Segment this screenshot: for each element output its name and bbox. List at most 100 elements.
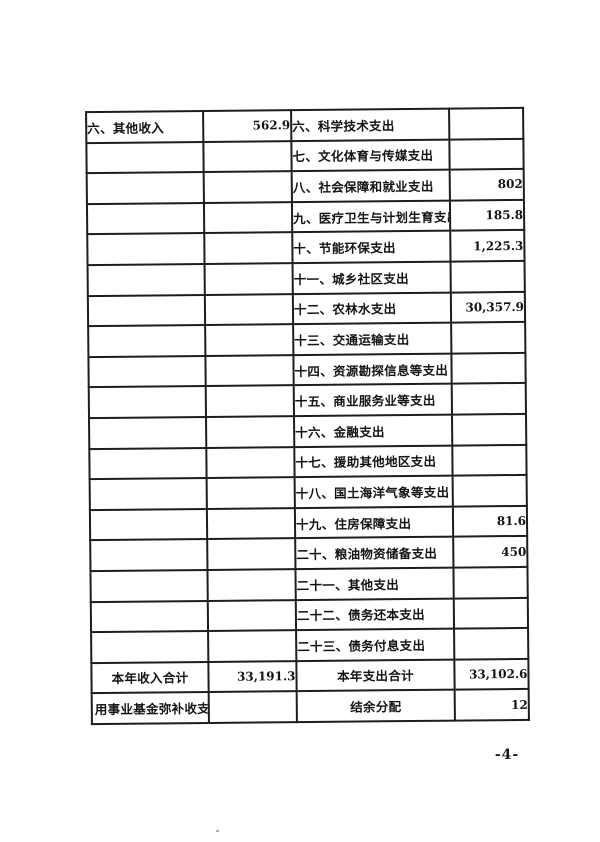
income-value-cell bbox=[206, 507, 296, 540]
expense-value-cell bbox=[451, 322, 526, 354]
expense-value-cell bbox=[450, 260, 525, 293]
fund-offset-label-cell: 用事业基金弥补收支 bbox=[91, 692, 209, 724]
table-row: 二十一、其他支出 bbox=[90, 566, 528, 602]
income-value-cell bbox=[206, 477, 295, 509]
table-row: 十五、商业服务业等支出 bbox=[88, 383, 526, 419]
expense-value-cell bbox=[452, 444, 527, 476]
expense-total-label-cell: 本年支出合计 bbox=[296, 659, 455, 692]
expense-value-cell bbox=[449, 138, 524, 170]
table-row: 十八、国土海洋气象等支出 bbox=[89, 475, 527, 510]
income-label-cell bbox=[90, 539, 208, 571]
surplus-distribution-value-cell: 12 bbox=[454, 689, 529, 721]
expense-label-cell: 二十一、其他支出 bbox=[295, 567, 454, 600]
income-value-cell bbox=[203, 171, 292, 203]
table-row: 十七、援助其他地区支出 bbox=[89, 444, 527, 480]
expense-label-cell: 十二、农林水支出 bbox=[292, 292, 452, 325]
expense-label-cell: 十六、金融支出 bbox=[294, 414, 453, 447]
income-label-cell bbox=[86, 172, 204, 204]
income-value-cell bbox=[205, 354, 294, 387]
income-label-cell: 六、其他收入 bbox=[86, 110, 204, 143]
table-row: 七、文化体育与传媒支出 bbox=[86, 138, 524, 174]
income-label-cell bbox=[91, 631, 209, 663]
expense-label-cell: 十、节能环保支出 bbox=[292, 230, 451, 264]
expense-label-cell: 十七、援助其他地区支出 bbox=[294, 445, 453, 478]
income-label-cell bbox=[89, 447, 207, 480]
expense-label-cell: 九、医疗卫生与计划生育支出 bbox=[291, 200, 451, 233]
table-row: 十四、资源勘探信息等支出 bbox=[88, 352, 526, 388]
income-value-cell bbox=[204, 293, 294, 326]
expense-label-cell: 二十二、债务还本支出 bbox=[295, 598, 455, 631]
expense-label-cell: 十一、城乡社区支出 bbox=[292, 261, 451, 294]
income-value-cell bbox=[206, 446, 295, 479]
page-number: -4- bbox=[494, 747, 520, 763]
expense-value-cell bbox=[453, 566, 528, 599]
fund-offset-value-cell bbox=[208, 691, 297, 723]
income-value-cell bbox=[203, 140, 292, 173]
expense-value-cell bbox=[451, 413, 527, 446]
table-row: 十一、城乡社区支出 bbox=[87, 260, 525, 296]
table-row: 十三、交通运输支出 bbox=[88, 322, 526, 357]
income-value-cell bbox=[208, 630, 297, 662]
scan-noise-dot bbox=[216, 830, 219, 832]
income-label-cell bbox=[90, 569, 208, 602]
income-label-cell bbox=[87, 294, 206, 327]
table-row: 十、节能环保支出 1,225.3 bbox=[87, 230, 525, 266]
table-row: 九、医疗卫生与计划生育支出 185.8 bbox=[86, 199, 525, 235]
surplus-distribution-label-cell: 结余分配 bbox=[296, 689, 455, 722]
income-label-cell bbox=[89, 508, 208, 541]
expense-value-cell bbox=[449, 107, 524, 140]
income-label-cell bbox=[90, 600, 209, 633]
table-row: 八、社会保障和就业支出 802 bbox=[86, 169, 524, 204]
expense-total-value-cell: 33,102.6 bbox=[454, 658, 529, 690]
expense-value-cell bbox=[452, 475, 527, 507]
income-label-cell bbox=[88, 325, 206, 357]
table-row: 二十二、债务还本支出 bbox=[90, 597, 529, 633]
income-value-cell bbox=[204, 232, 293, 264]
income-value-cell bbox=[206, 416, 295, 448]
expense-value-cell: 30,357.9 bbox=[450, 291, 526, 323]
expense-label-cell: 二十三、债务付息支出 bbox=[296, 628, 455, 661]
income-label-cell bbox=[89, 416, 207, 449]
income-total-value-cell: 33,191.3 bbox=[208, 660, 297, 693]
expense-value-cell bbox=[451, 383, 526, 415]
expense-label-cell: 十四、资源勘探信息等支出 bbox=[293, 353, 452, 386]
table-row: 二十、粮油物资储备支出 450 bbox=[90, 536, 528, 571]
table-row-income-total: 本年收入合计 33,191.3 本年支出合计 33,102.6 bbox=[91, 658, 529, 694]
income-value-cell bbox=[205, 385, 295, 417]
expense-label-cell: 十五、商业服务业等支出 bbox=[293, 383, 452, 417]
expense-label-cell: 十九、住房保障支出 bbox=[294, 506, 454, 539]
table-row-fund-offset: 用事业基金弥补收支 结余分配 12 bbox=[91, 689, 529, 724]
income-label-cell bbox=[86, 202, 205, 235]
income-label-cell bbox=[88, 355, 206, 388]
income-total-label-cell: 本年收入合计 bbox=[91, 661, 209, 694]
table-row: 十二、农林水支出 30,357.9 bbox=[87, 291, 526, 327]
income-label-cell bbox=[87, 263, 205, 296]
income-label-cell bbox=[89, 478, 207, 510]
income-label-cell bbox=[88, 386, 207, 419]
income-label-cell bbox=[86, 141, 204, 174]
expense-label-cell: 六、科学技术支出 bbox=[291, 108, 450, 141]
expense-value-cell: 802 bbox=[449, 169, 524, 201]
income-label-cell bbox=[87, 233, 205, 266]
expense-value-cell: 185.8 bbox=[449, 199, 525, 231]
income-value-cell bbox=[207, 599, 297, 632]
expense-label-cell: 七、文化体育与传媒支出 bbox=[291, 139, 450, 172]
table-row: 十六、金融支出 bbox=[89, 413, 527, 449]
expense-value-cell bbox=[451, 352, 526, 384]
income-value-cell bbox=[207, 538, 296, 570]
expense-value-cell bbox=[453, 597, 529, 629]
income-value-cell: 562.9 bbox=[203, 110, 292, 142]
expense-value-cell: 81.6 bbox=[452, 505, 528, 537]
expense-label-cell: 十三、交通运输支出 bbox=[293, 322, 452, 355]
table-row: 六、其他收入 562.9 六、科学技术支出 bbox=[86, 107, 524, 143]
income-value-cell bbox=[204, 263, 293, 295]
expense-value-cell bbox=[454, 627, 529, 660]
table-row: 十九、住房保障支出 81.6 bbox=[89, 505, 528, 541]
income-value-cell bbox=[203, 201, 293, 234]
expense-value-cell: 1,225.3 bbox=[450, 230, 525, 262]
income-value-cell bbox=[207, 569, 296, 601]
income-expense-table: 六、其他收入 562.9 六、科学技术支出 七、文化体育与传媒支出 八、社会保障… bbox=[85, 107, 530, 725]
expense-label-cell: 八、社会保障和就业支出 bbox=[291, 169, 450, 202]
expense-label-cell: 十八、国土海洋气象等支出 bbox=[294, 475, 453, 508]
